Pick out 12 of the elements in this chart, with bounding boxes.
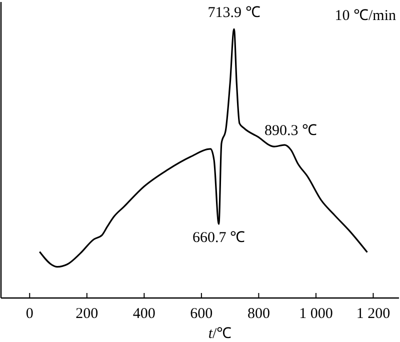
x-tick-label: 600	[190, 306, 213, 322]
x-tick-label: 1 000	[299, 306, 333, 322]
annotation: 890.3 ℃	[264, 122, 318, 139]
annotation: 713.9 ℃	[208, 5, 260, 21]
annotation: 660.7 ℃	[192, 230, 246, 246]
x-tick-label: 1 200	[356, 306, 390, 322]
text: 10 ℃/min	[334, 8, 396, 24]
x-tick-label: 800	[247, 306, 270, 322]
x-tick-label: 400	[132, 306, 156, 322]
x-tick-label: 200	[76, 306, 98, 322]
x-axis-title: t/℃	[208, 326, 232, 342]
x-tick-label: 0	[26, 306, 34, 322]
